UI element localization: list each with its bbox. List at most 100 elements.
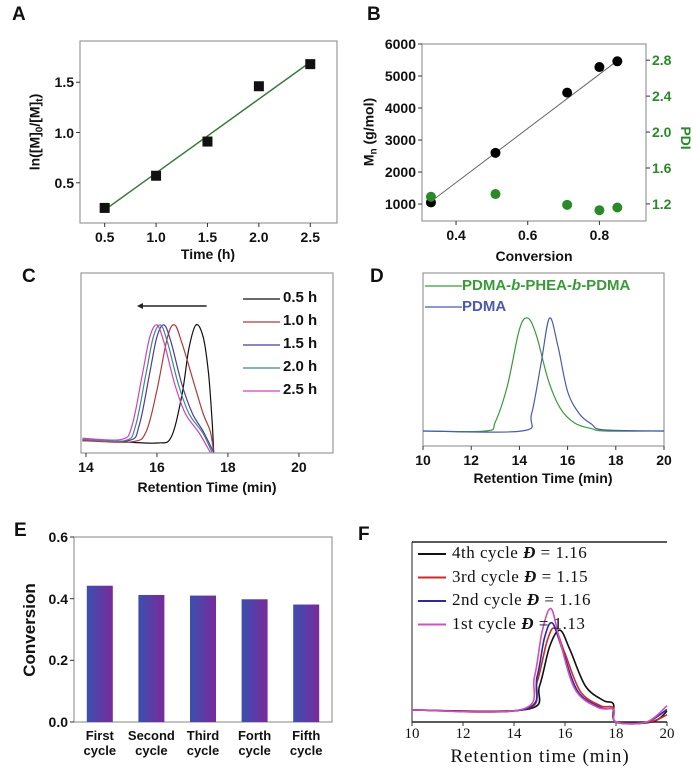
b-y2-tick-label: 1.6 bbox=[652, 159, 672, 176]
f-curve-3 bbox=[411, 607, 668, 725]
d-x-tick-label: 14 bbox=[511, 452, 528, 468]
c-plot-frame bbox=[80, 272, 334, 454]
f-x-tick-label: 12 bbox=[455, 726, 471, 742]
d-x-tick-label: 18 bbox=[608, 452, 624, 468]
c-legend-label: 2.5 h bbox=[283, 381, 318, 398]
panel-label-e: E bbox=[14, 520, 27, 541]
b-plot-frame bbox=[421, 43, 647, 222]
b-y2-tick-label: 2.0 bbox=[652, 124, 672, 141]
d-curve-0 bbox=[422, 317, 665, 433]
e-y-tick-label: 0.6 bbox=[48, 529, 68, 545]
d-x-tick-label: 16 bbox=[559, 452, 576, 468]
b-y2-tick-label: 2.4 bbox=[652, 88, 672, 105]
a-y-tick-label: 1.0 bbox=[54, 124, 74, 141]
f-x-tick-label: 16 bbox=[557, 726, 573, 742]
d-plot-frame bbox=[422, 272, 665, 447]
b-y-tick-label: 4000 bbox=[384, 100, 416, 116]
d-legend-label-copolymer: PDMA-b-PHEA-b-PDMA bbox=[462, 277, 631, 294]
c-x-tick-label: 14 bbox=[78, 459, 94, 475]
a-data-point bbox=[305, 59, 316, 70]
a-x-tick-label: 1.0 bbox=[146, 229, 166, 245]
d-x-tick-label: 20 bbox=[656, 452, 672, 468]
b-pdi-point bbox=[612, 202, 623, 213]
c-curve-4 bbox=[82, 324, 211, 453]
c-arrow-head-icon bbox=[136, 303, 143, 309]
b-fit-line bbox=[430, 57, 622, 202]
a-x-tick-label: 2.5 bbox=[300, 229, 320, 245]
b-y2-tick-label: 1.2 bbox=[652, 195, 672, 212]
c-legend-label: 1.0 h bbox=[283, 312, 318, 329]
e-bar bbox=[138, 594, 165, 722]
b-y-tick-label: 1000 bbox=[384, 196, 416, 213]
b-mn-point bbox=[490, 147, 501, 158]
e-x-category-label: Second cycle bbox=[127, 728, 175, 758]
d-curve-1 bbox=[422, 317, 665, 433]
b-x-tick-label: 0.6 bbox=[517, 227, 538, 243]
b-y-tick-label: 5000 bbox=[384, 68, 416, 84]
panel-label-b: B bbox=[367, 4, 381, 25]
c-x-tick-label: 20 bbox=[291, 459, 307, 475]
a-y-tick-label: 1.5 bbox=[54, 74, 74, 91]
e-x-category-label: Forth cycle bbox=[237, 728, 272, 758]
e-x-category-label: Fifth cycle bbox=[289, 728, 323, 758]
a-x-tick-label: 0.5 bbox=[94, 229, 115, 245]
a-y-tick-label: 0.5 bbox=[54, 174, 74, 191]
c-x-tick-label: 18 bbox=[220, 459, 236, 475]
e-bar bbox=[241, 599, 268, 722]
f-x-axis-title: Retention time (min) bbox=[450, 746, 630, 767]
b-mn-point bbox=[594, 62, 605, 73]
e-bar bbox=[190, 595, 216, 722]
e-x-category-label: First cycle bbox=[83, 728, 117, 758]
panel-label-c: C bbox=[22, 266, 36, 287]
panel-label-d: D bbox=[370, 266, 384, 287]
b-pdi-point bbox=[425, 191, 436, 202]
e-y-axis-title: Conversion bbox=[20, 583, 39, 677]
a-x-tick-label: 2.0 bbox=[249, 229, 269, 245]
f-legend-label: 3rd cycle Đ = 1.15 bbox=[452, 566, 589, 586]
f-x-tick-label: 14 bbox=[506, 726, 522, 742]
e-bar bbox=[86, 585, 113, 722]
b-y2-tick-label: 2.8 bbox=[652, 52, 672, 69]
b-mn-point bbox=[562, 87, 573, 98]
c-curve-0 bbox=[82, 323, 215, 453]
panel-label-a: A bbox=[12, 4, 26, 25]
d-x-tick-label: 12 bbox=[463, 452, 479, 468]
b-y-tick-label: 2000 bbox=[384, 164, 416, 181]
b-x-tick-label: 0.4 bbox=[446, 227, 466, 243]
b-y-tick-label: 3000 bbox=[384, 132, 416, 149]
f-x-tick-label: 10 bbox=[404, 726, 420, 742]
f-x-tick-label: 20 bbox=[659, 726, 675, 742]
b-pdi-point bbox=[490, 189, 501, 200]
a-data-point bbox=[99, 202, 110, 213]
a-data-point bbox=[253, 81, 264, 92]
c-legend-label: 2.0 h bbox=[283, 358, 318, 375]
e-y-tick-label: 0.0 bbox=[48, 714, 68, 730]
b-y-tick-label: 6000 bbox=[384, 36, 416, 52]
d-x-tick-label: 10 bbox=[415, 452, 431, 468]
b-x-tick-label: 0.8 bbox=[589, 227, 610, 243]
b-pdi-point bbox=[594, 205, 605, 216]
f-legend-label: 2nd cycle Đ = 1.16 bbox=[452, 590, 591, 609]
panel-label-f: F bbox=[358, 524, 370, 545]
a-y-axis-title: ln([M]0/[M]t) bbox=[26, 93, 46, 171]
d-x-axis-title: Retention Time (min) bbox=[473, 470, 613, 486]
c-curve-2 bbox=[82, 324, 215, 453]
e-x-category-label: Third cycle bbox=[186, 728, 220, 758]
c-legend-label: 1.5 h bbox=[283, 335, 318, 352]
f-legend-label: 4th cycle Đ = 1.16 bbox=[452, 543, 588, 562]
b-y-axis-title: Mn (g/mol) bbox=[360, 97, 380, 167]
e-bar bbox=[293, 604, 320, 722]
a-data-point bbox=[202, 136, 213, 147]
c-curve-1 bbox=[82, 324, 215, 453]
a-fit-line bbox=[104, 61, 311, 211]
c-x-tick-label: 16 bbox=[149, 459, 165, 475]
a-x-tick-label: 1.5 bbox=[197, 229, 218, 245]
f-legend-label: 1st cycle Đ = 1.13 bbox=[452, 613, 586, 633]
a-plot-frame bbox=[79, 40, 338, 224]
a-x-axis-title: Time (h) bbox=[180, 246, 236, 262]
a-data-point bbox=[151, 170, 162, 181]
c-legend-label: 0.5 h bbox=[283, 289, 318, 306]
e-y-tick-label: 0.4 bbox=[48, 590, 68, 607]
